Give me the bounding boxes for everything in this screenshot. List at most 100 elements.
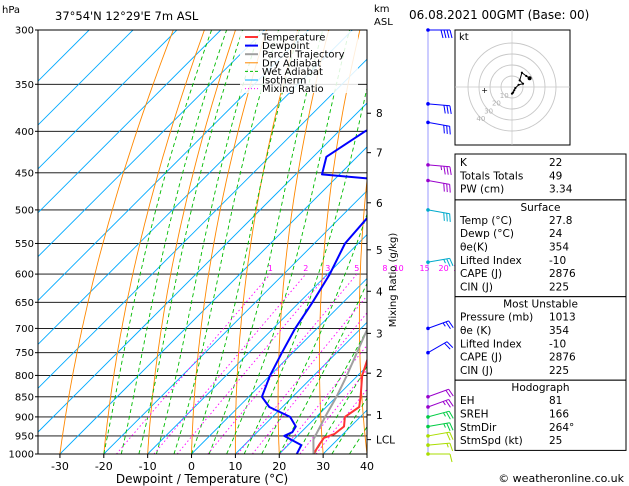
wind-barb-flag [449,184,451,193]
temperature-line [312,357,367,454]
index-value: 264° [549,422,574,434]
dry-adiabat-line [103,30,205,454]
wind-barb-dot [426,443,430,447]
isotherm-line [38,102,367,433]
temperature-tick-label: -30 [51,460,69,473]
hodograph-point [517,83,520,86]
temperature-axis: -30 -20 -10 0 10 20 30 40 [51,454,374,473]
wind-barb-dot [426,394,430,399]
wind-barb-dot [426,424,430,429]
wind-barb-dot [426,120,430,125]
temperature-tick-label: 20 [272,460,286,473]
mixing-ratio-line [237,295,367,454]
mixing-ratio-line [207,273,358,454]
height-tick-label: 8 [376,108,383,120]
dry-adiabat-line [234,30,299,454]
mixing-ratio-label: 10 [394,264,404,273]
isotherm-line [38,30,178,170]
skewt-background-lines [38,30,367,454]
wind-barb-flag [449,431,454,440]
pressure-tick-label: 1000 [9,450,34,461]
index-value: 49 [549,170,562,182]
index-label: θe(K) [460,242,488,254]
hodograph-title: kt [459,32,469,43]
wind-barb-flag [448,320,454,328]
wind-barb-half-flag [443,423,446,428]
pressure-tick-label: 500 [15,205,34,216]
index-value: 3.34 [549,184,573,196]
pressure-tick-label: 750 [15,348,34,359]
wind-barb-staff [427,257,450,263]
mixing-ratio-line [176,273,329,454]
wind-barb-flag [446,125,448,134]
wind-barb-half-flag [442,401,446,406]
wind-barb-staff [427,164,450,168]
wet-adiabat-line [278,282,367,454]
index-label: StmDir [460,422,497,434]
isotherm-line [38,30,222,214]
index-value: -10 [549,255,566,267]
index-label: EH [460,395,475,407]
legend-entry: Parcel Trajectory [262,50,345,61]
temperature-tick-label: -10 [139,460,157,473]
indices-table: K 22 Totals Totals 49 PW (cm) 3.34 Surface Temp… [454,153,627,451]
index-value: 24 [549,228,563,240]
wind-barb-dot [426,28,430,32]
wind-barb-staff [427,341,448,354]
wind-barb-flag [449,443,454,452]
legend-entry: Dewpoint [262,41,310,52]
wind-barb-dot [426,434,430,438]
mixing-ratio-label: 8 [382,264,387,273]
hodograph-point [525,74,528,78]
wet-adiabat-line [191,30,300,454]
x-axis-label: Dewpoint / Temperature (°C) [116,472,288,486]
wet-adiabat-line [120,30,228,454]
temperature-tick-label: 30 [316,460,330,473]
wind-barb-half-flag [442,322,446,327]
wind-barb-flag [443,166,446,175]
wind-barb-flag [443,125,445,134]
dry-adiabat-line [358,176,367,454]
pressure-tick-label: 700 [15,324,34,335]
dry-adiabat-line [59,30,174,454]
index-label: StmSpd (kt) [460,435,523,447]
index-value: 1013 [549,312,576,324]
wind-barb-flag [449,213,451,222]
index-label: CAPE (J) [460,268,502,280]
mixing-ratio-line [251,312,367,454]
indices-box [454,379,627,451]
pressure-tick-label: 800 [15,371,34,382]
wet-adiabat-line [226,30,351,454]
wind-barb-flag [443,105,446,114]
legend-entry: Temperature [261,33,325,44]
isotherm-line [38,30,90,82]
height-tick-label: LCL [376,435,395,447]
hpa-axis-title: hPa [2,5,20,16]
index-value: 2876 [549,268,576,280]
height-tick-label: 6 [376,198,383,210]
isotherm-line [38,58,367,389]
index-label: PW (cm) [460,184,504,196]
parcel-trajectory-line [312,327,367,454]
wind-barb-flag [443,183,445,192]
wind-barb-half-flag [443,412,446,417]
index-label: Temp (°C) [459,215,512,227]
wind-barb-flag [449,166,452,176]
wind-barb-staff [427,398,449,408]
hodograph-point [520,71,524,74]
pressure-tick-label: 350 [15,80,34,91]
legend-entry: Wet Adiabat [262,67,323,78]
wind-barb-staff [427,209,450,215]
mixing-ratio-label: 5 [354,264,359,273]
wind-barb-flag [440,29,444,39]
hodograph-ring-label: 10 [500,92,509,100]
wind-barb-flag [448,399,454,407]
height-axis: 8 7 6 5 4 3 2 1 LCL [367,108,395,447]
wind-barb-flag [445,411,451,420]
wind-barb-staff [427,320,449,329]
legend-entry: Mixing Ratio [262,84,324,95]
wind-barb-flag [449,126,451,135]
wind-barb-half-flag [443,259,446,264]
indices-section-title: Most Unstable [503,299,578,311]
